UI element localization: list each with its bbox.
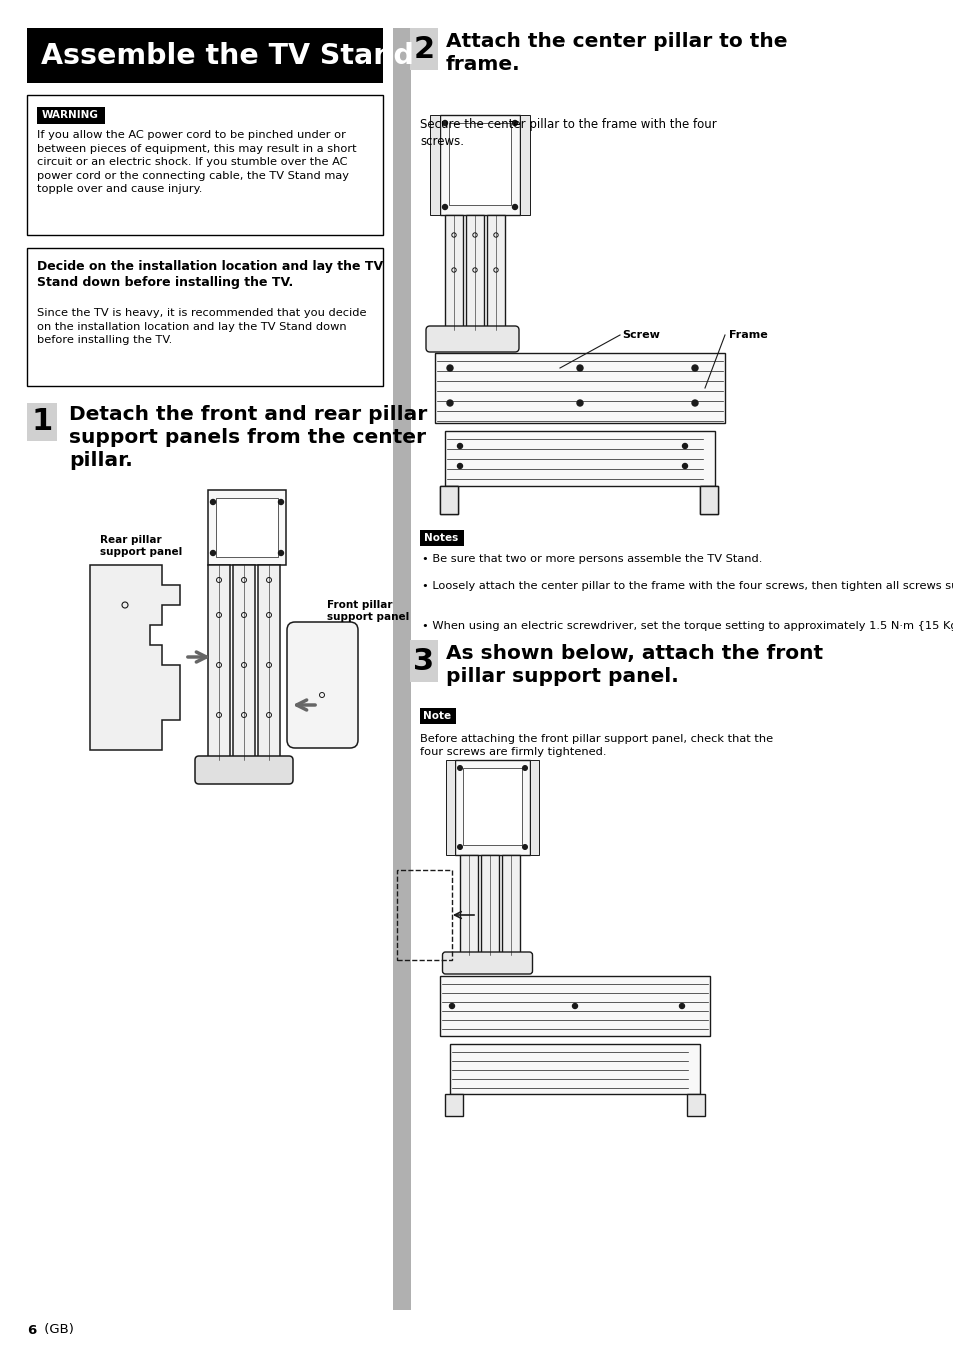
- Bar: [208, 490, 286, 565]
- Bar: [439, 486, 457, 513]
- Text: Frame: Frame: [728, 330, 767, 340]
- FancyBboxPatch shape: [442, 952, 532, 974]
- Text: • When using an electric screwdriver, set the torque setting to approximately 1.: • When using an electric screwdriver, se…: [421, 621, 953, 631]
- Bar: [419, 708, 456, 724]
- Text: Notes: Notes: [423, 534, 457, 543]
- Bar: [419, 530, 463, 546]
- Text: WARNING: WARNING: [42, 111, 99, 120]
- Circle shape: [691, 365, 698, 372]
- Circle shape: [211, 550, 215, 555]
- Text: Note: Note: [422, 711, 451, 721]
- Circle shape: [572, 1004, 577, 1008]
- Bar: [486, 215, 504, 330]
- Circle shape: [211, 500, 215, 504]
- Text: Detach the front and rear pillar
support panels from the center
pillar.: Detach the front and rear pillar support…: [69, 405, 427, 470]
- Circle shape: [512, 204, 517, 209]
- Circle shape: [681, 463, 687, 469]
- Circle shape: [522, 766, 527, 770]
- Bar: [439, 115, 519, 215]
- Bar: [465, 215, 483, 330]
- Bar: [393, 28, 411, 1310]
- Bar: [444, 215, 462, 330]
- Circle shape: [691, 400, 698, 407]
- Text: 6: 6: [27, 1324, 36, 1336]
- Text: Assemble the TV Stand: Assemble the TV Stand: [41, 42, 414, 69]
- Bar: [410, 640, 437, 682]
- Bar: [430, 115, 439, 215]
- Bar: [480, 855, 498, 955]
- Text: 3: 3: [413, 647, 435, 676]
- Circle shape: [577, 365, 582, 372]
- FancyBboxPatch shape: [194, 757, 293, 784]
- Bar: [27, 249, 382, 386]
- Bar: [530, 761, 538, 855]
- Polygon shape: [90, 565, 180, 750]
- Bar: [439, 975, 709, 1036]
- Bar: [27, 95, 382, 235]
- Text: Secure the center pillar to the frame with the four
screws.: Secure the center pillar to the frame wi…: [419, 118, 716, 149]
- Circle shape: [442, 204, 447, 209]
- Circle shape: [457, 844, 462, 850]
- Bar: [233, 565, 254, 761]
- Circle shape: [278, 550, 283, 555]
- Bar: [396, 870, 452, 961]
- Circle shape: [449, 1004, 454, 1008]
- Circle shape: [457, 766, 462, 770]
- Circle shape: [522, 844, 527, 850]
- Circle shape: [457, 443, 462, 449]
- Circle shape: [447, 400, 453, 407]
- Text: 1: 1: [31, 408, 52, 436]
- FancyBboxPatch shape: [426, 326, 518, 353]
- Text: If you allow the AC power cord to be pinched under or
between pieces of equipmen: If you allow the AC power cord to be pin…: [37, 130, 356, 195]
- Bar: [439, 486, 457, 513]
- Text: Screw: Screw: [621, 330, 659, 340]
- Bar: [700, 486, 718, 513]
- Bar: [519, 115, 530, 215]
- Text: Decide on the installation location and lay the TV
Stand down before installing : Decide on the installation location and …: [37, 259, 383, 289]
- Bar: [208, 565, 230, 761]
- Circle shape: [442, 120, 447, 126]
- Bar: [410, 28, 437, 70]
- Text: Attach the center pillar to the
frame.: Attach the center pillar to the frame.: [446, 32, 786, 74]
- Bar: [459, 855, 477, 955]
- Bar: [444, 1094, 462, 1116]
- Text: • Be sure that two or more persons assemble the TV Stand.: • Be sure that two or more persons assem…: [421, 554, 761, 563]
- Circle shape: [457, 463, 462, 469]
- Text: 2: 2: [413, 35, 435, 63]
- Bar: [435, 353, 724, 423]
- Bar: [501, 855, 519, 955]
- Circle shape: [512, 120, 517, 126]
- Bar: [444, 431, 714, 486]
- Bar: [449, 123, 511, 205]
- Text: Since the TV is heavy, it is recommended that you decide
on the installation loc: Since the TV is heavy, it is recommended…: [37, 308, 366, 346]
- Circle shape: [681, 443, 687, 449]
- Text: (GB): (GB): [40, 1324, 73, 1336]
- Bar: [27, 28, 382, 82]
- Circle shape: [447, 365, 453, 372]
- Bar: [257, 565, 280, 761]
- Bar: [450, 1044, 700, 1094]
- Text: Rear pillar
support panel: Rear pillar support panel: [100, 535, 182, 557]
- Text: • Loosely attach the center pillar to the frame with the four screws, then tight: • Loosely attach the center pillar to th…: [421, 581, 953, 590]
- Text: As shown below, attach the front
pillar support panel.: As shown below, attach the front pillar …: [446, 644, 822, 686]
- FancyBboxPatch shape: [287, 621, 357, 748]
- Bar: [700, 486, 718, 513]
- Bar: [215, 499, 277, 557]
- Circle shape: [278, 500, 283, 504]
- Bar: [27, 403, 57, 440]
- Bar: [446, 761, 455, 855]
- Bar: [686, 1094, 704, 1116]
- Bar: [37, 107, 105, 124]
- Circle shape: [577, 400, 582, 407]
- Text: Before attaching the front pillar support panel, check that the
four screws are : Before attaching the front pillar suppor…: [419, 734, 772, 757]
- Text: Front pillar
support panel: Front pillar support panel: [327, 600, 409, 621]
- Bar: [455, 761, 530, 855]
- Bar: [462, 767, 521, 844]
- Circle shape: [679, 1004, 684, 1008]
